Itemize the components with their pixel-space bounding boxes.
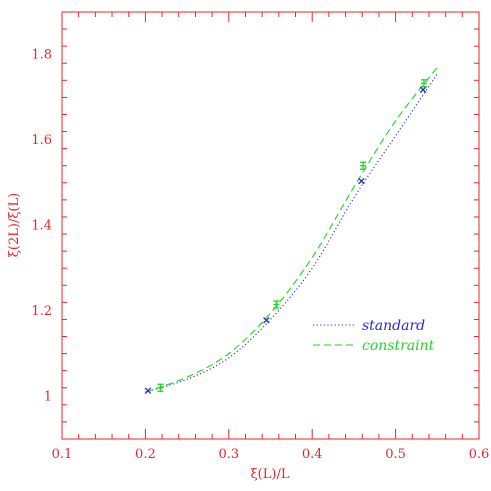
constraint-data-point: [420, 79, 427, 88]
constraint-fit-curve: [145, 65, 440, 393]
constraint-data-point: [273, 300, 280, 309]
y-tick-label: 1: [44, 389, 52, 404]
ticks: 0.1 0.2 0.3 0.4 0.5 0.6 1 1.2 1.4 1.6 1.8: [31, 11, 490, 462]
y-axis-label: ξ(2L)/ξ(L): [7, 193, 22, 258]
x-tick-label: 0.2: [135, 447, 156, 462]
y-tick-label: 1.2: [31, 304, 52, 319]
x-tick-label: 0.1: [52, 447, 73, 462]
x-tick-label: 0.6: [469, 447, 490, 462]
y-tick-label: 1.4: [31, 219, 52, 234]
y-tick-label: 1.6: [31, 133, 52, 148]
markers: [144, 79, 427, 395]
legend: standard constraint: [313, 318, 435, 354]
standard-data-point: [263, 317, 270, 324]
constraint-data-point: [157, 383, 164, 392]
x-tick-label: 0.3: [218, 447, 239, 462]
constraint-data-point: [360, 161, 367, 170]
curves: [145, 65, 440, 393]
standard-data-point: [358, 177, 365, 185]
x-axis-label: ξ(L)/L: [251, 467, 290, 482]
standard-data-point: [419, 86, 427, 93]
standard-legend-label: standard: [362, 318, 425, 334]
y-tick-label: 1.8: [31, 48, 52, 63]
standard-data-point: [144, 387, 152, 395]
plot-frame: [61, 11, 480, 440]
constraint-legend-label: constraint: [362, 338, 435, 354]
x-tick-label: 0.5: [385, 447, 406, 462]
x-tick-label: 0.4: [302, 447, 323, 462]
